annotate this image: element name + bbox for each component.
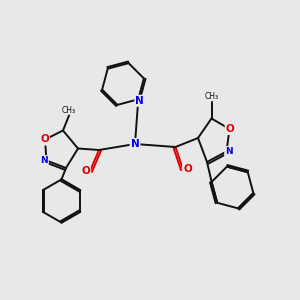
Text: O: O — [183, 164, 192, 175]
Text: N: N — [40, 156, 48, 165]
Text: O: O — [81, 166, 90, 176]
Text: CH₃: CH₃ — [204, 92, 219, 101]
Text: O: O — [226, 124, 235, 134]
Text: O: O — [40, 134, 49, 145]
Text: N: N — [130, 139, 140, 149]
Text: N: N — [225, 147, 233, 156]
Text: CH₃: CH₃ — [62, 106, 76, 115]
Text: N: N — [135, 96, 144, 106]
